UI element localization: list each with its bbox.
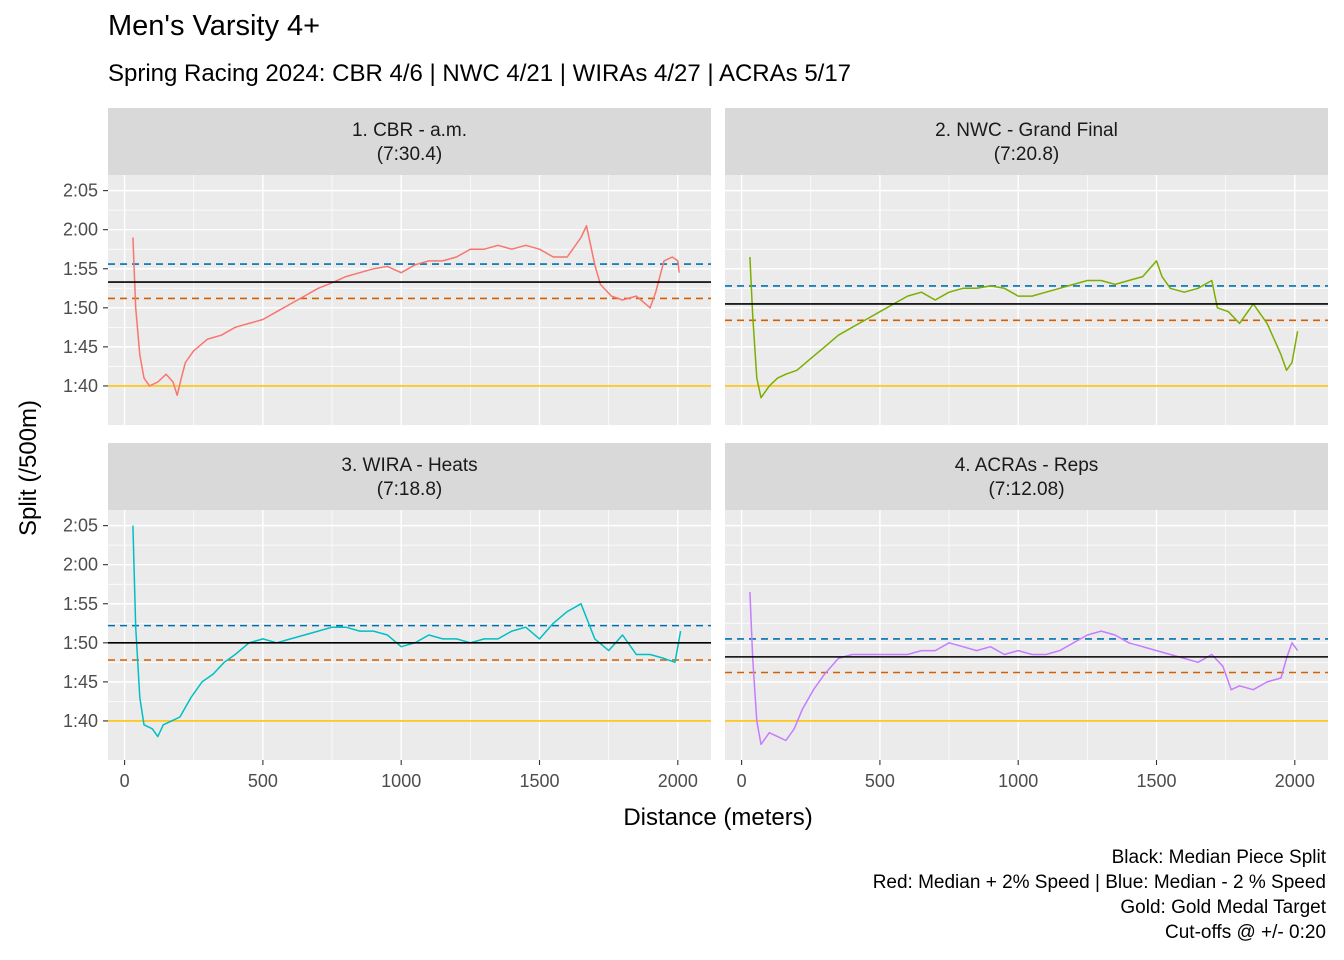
y-tick-label: 2:05 <box>63 516 98 536</box>
strip-background <box>108 108 711 175</box>
x-tick-label: 500 <box>865 771 895 791</box>
strip-background <box>725 443 1328 510</box>
y-tick-label: 2:05 <box>63 181 98 201</box>
x-tick-label: 1500 <box>519 771 559 791</box>
y-tick-label: 1:45 <box>63 337 98 357</box>
strip-label-time: (7:20.8) <box>994 144 1059 165</box>
y-tick-label: 1:50 <box>63 298 98 318</box>
x-tick-label: 1000 <box>998 771 1038 791</box>
x-axis-title: Distance (meters) <box>623 804 812 831</box>
panel-background <box>108 510 711 760</box>
panel-1: 1. CBR - a.m. (7:30.4) 1:40 1:45 1:50 1:55 2:0… <box>63 108 711 425</box>
y-tick-label: 1:40 <box>63 711 98 731</box>
panel-background <box>108 175 711 425</box>
strip-label-time: (7:12.08) <box>988 479 1064 500</box>
panel-4: 4. ACRAs - Reps (7:12.08) 0 500 1000 1500 2000 <box>725 443 1328 791</box>
caption-line-bands: Red: Median + 2% Speed | Blue: Median - … <box>872 872 1326 893</box>
strip-label-title: 3. WIRA - Heats <box>341 455 477 476</box>
caption-line-median: Black: Median Piece Split <box>1111 847 1326 868</box>
x-tick-label: 500 <box>248 771 278 791</box>
y-tick-label: 1:50 <box>63 633 98 653</box>
x-tick-label: 0 <box>120 771 130 791</box>
x-tick-label: 0 <box>737 771 747 791</box>
strip-background <box>725 108 1328 175</box>
panel-2: 2. NWC - Grand Final (7:20.8) <box>725 108 1328 425</box>
panel-background <box>725 175 1328 425</box>
x-tick-label: 1000 <box>381 771 421 791</box>
strip-label-title: 4. ACRAs - Reps <box>955 455 1099 476</box>
x-tick-label: 1500 <box>1136 771 1176 791</box>
split-series-line <box>749 256 1299 399</box>
strip-label-time: (7:30.4) <box>377 144 442 165</box>
split-series-line <box>749 591 1299 746</box>
chart-subtitle: Spring Racing 2024: CBR 4/6 | NWC 4/21 |… <box>108 60 852 87</box>
chart-caption: Black: Median Piece Split Red: Median + … <box>873 845 1326 945</box>
y-axis-title: Split (/500m) <box>15 400 42 536</box>
caption-line-cutoffs: Cut-offs @ +/- 0:20 <box>1165 922 1326 943</box>
x-tick-label: 2000 <box>658 771 698 791</box>
panel-3: 3. WIRA - Heats (7:18.8) 1:40 1:45 1:50 1:55 2… <box>63 443 711 791</box>
strip-label-title: 1. CBR - a.m. <box>352 120 467 141</box>
y-tick-label: 2:00 <box>63 220 98 240</box>
x-tick-label: 2000 <box>1275 771 1315 791</box>
y-tick-label: 1:45 <box>63 672 98 692</box>
strip-background <box>108 443 711 510</box>
strip-label-title: 2. NWC - Grand Final <box>935 120 1118 141</box>
panels-layer: 1. CBR - a.m. (7:30.4) 1:40 1:45 1:50 1:55 2:0… <box>63 108 1328 791</box>
y-tick-label: 1:55 <box>63 259 98 279</box>
split-series-line <box>132 225 680 397</box>
strip-label-time: (7:18.8) <box>377 479 442 500</box>
panel-background <box>725 510 1328 760</box>
caption-line-gold: Gold: Gold Medal Target <box>1120 897 1326 918</box>
y-tick-label: 1:55 <box>63 594 98 614</box>
split-series-line <box>132 525 682 738</box>
chart-title: Men's Varsity 4+ <box>108 10 321 42</box>
y-tick-label: 1:40 <box>63 376 98 396</box>
y-tick-label: 2:00 <box>63 555 98 575</box>
